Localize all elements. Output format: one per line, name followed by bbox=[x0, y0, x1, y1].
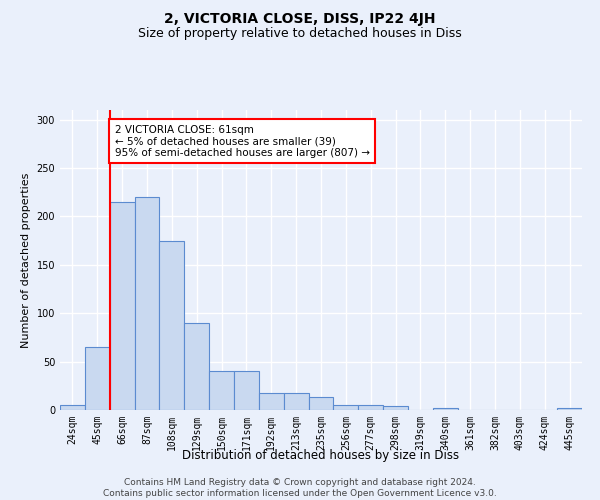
Bar bbox=[85, 347, 110, 410]
Bar bbox=[110, 202, 134, 410]
Bar bbox=[433, 408, 458, 410]
Bar bbox=[308, 398, 334, 410]
Bar bbox=[184, 323, 209, 410]
Bar bbox=[209, 372, 234, 410]
Bar bbox=[259, 392, 284, 410]
Bar bbox=[60, 405, 85, 410]
Text: 2, VICTORIA CLOSE, DISS, IP22 4JH: 2, VICTORIA CLOSE, DISS, IP22 4JH bbox=[164, 12, 436, 26]
Text: Distribution of detached houses by size in Diss: Distribution of detached houses by size … bbox=[182, 448, 460, 462]
Y-axis label: Number of detached properties: Number of detached properties bbox=[21, 172, 31, 348]
Bar bbox=[284, 392, 308, 410]
Bar bbox=[557, 408, 582, 410]
Text: 2 VICTORIA CLOSE: 61sqm
← 5% of detached houses are smaller (39)
95% of semi-det: 2 VICTORIA CLOSE: 61sqm ← 5% of detached… bbox=[115, 124, 370, 158]
Text: Size of property relative to detached houses in Diss: Size of property relative to detached ho… bbox=[138, 28, 462, 40]
Bar bbox=[358, 405, 383, 410]
Text: Contains HM Land Registry data © Crown copyright and database right 2024.
Contai: Contains HM Land Registry data © Crown c… bbox=[103, 478, 497, 498]
Bar bbox=[334, 405, 358, 410]
Bar bbox=[383, 406, 408, 410]
Bar bbox=[134, 197, 160, 410]
Bar bbox=[234, 372, 259, 410]
Bar bbox=[160, 240, 184, 410]
